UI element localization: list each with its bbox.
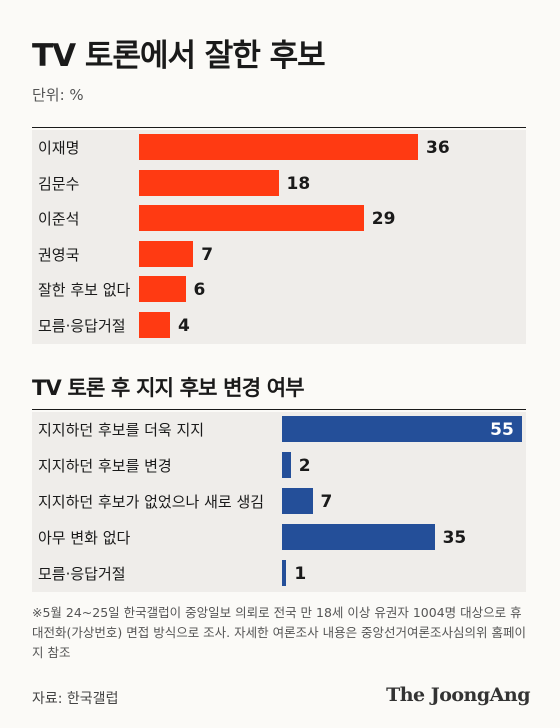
value-label: 6 bbox=[193, 280, 206, 300]
value-label: 36 bbox=[426, 138, 450, 158]
bar bbox=[282, 560, 287, 586]
bar bbox=[139, 311, 170, 338]
value-label: 2 bbox=[298, 456, 311, 476]
chart-row: 지지하던 후보를 더욱 지지 55 bbox=[32, 412, 526, 448]
category-label: 이재명 bbox=[38, 139, 80, 157]
survey-note: ※5월 24~25일 한국갤럽이 중앙일보 의뢰로 전국 만 18세 이상 유권… bbox=[32, 605, 527, 660]
category-label: 아무 변화 없다 bbox=[38, 529, 131, 547]
chart-row: 모름·응답거절 1 bbox=[32, 556, 526, 592]
bar bbox=[282, 524, 435, 550]
chart2-top-rule bbox=[32, 409, 526, 410]
value-label: 7 bbox=[201, 244, 214, 265]
category-label: 지지하던 후보를 더욱 지지 bbox=[38, 421, 205, 439]
category-label: 잘한 후보 없다 bbox=[38, 281, 131, 299]
chart-title: TV 토론에서 잘한 후보 bbox=[32, 38, 326, 74]
joongang-logo: The JoongAng bbox=[386, 684, 530, 706]
chart-row: 지지하던 후보를 변경 2 bbox=[32, 448, 526, 484]
chart-row: 잘한 후보 없다 6 bbox=[32, 272, 526, 308]
category-label: 김문수 bbox=[38, 174, 80, 193]
category-label: 지지하던 후보가 없었으나 새로 생김 bbox=[38, 493, 265, 511]
chart-row: 김문수 18 bbox=[32, 165, 526, 202]
bar bbox=[282, 488, 313, 514]
value-label: 35 bbox=[442, 528, 467, 548]
chart-row: 권영국 7 bbox=[32, 236, 526, 273]
value-label: 18 bbox=[286, 173, 311, 194]
category-label: 이준석 bbox=[38, 210, 80, 228]
chart-row: 이준석 29 bbox=[32, 201, 526, 237]
bar bbox=[139, 205, 364, 231]
chart-row: 이재명 36 bbox=[32, 130, 526, 166]
value-label: 1 bbox=[294, 564, 307, 584]
category-label: 권영국 bbox=[38, 245, 80, 264]
chart-row: 모름·응답거절 4 bbox=[32, 307, 526, 344]
bar bbox=[139, 169, 279, 196]
value-label: 55 bbox=[490, 420, 514, 440]
bar bbox=[282, 416, 522, 442]
bar bbox=[139, 240, 194, 267]
section2-title: TV 토론 후 지지 후보 변경 여부 bbox=[32, 376, 305, 400]
value-label: 7 bbox=[320, 492, 333, 512]
chart-row: 지지하던 후보가 없었으나 새로 생김 7 bbox=[32, 484, 526, 520]
bar bbox=[282, 452, 291, 478]
value-label: 29 bbox=[371, 209, 396, 229]
value-label: 4 bbox=[178, 315, 190, 336]
bar bbox=[139, 276, 186, 302]
chart-row: 아무 변화 없다 35 bbox=[32, 520, 526, 556]
chart1-top-rule bbox=[32, 127, 526, 128]
category-label: 모름·응답거절 bbox=[38, 565, 126, 583]
bar bbox=[139, 134, 418, 160]
unit-label: 단위: % bbox=[32, 86, 84, 104]
category-label: 모름·응답거절 bbox=[38, 316, 126, 335]
category-label: 지지하던 후보를 변경 bbox=[38, 457, 172, 475]
source-label: 자료: 한국갤럽 bbox=[32, 691, 119, 707]
